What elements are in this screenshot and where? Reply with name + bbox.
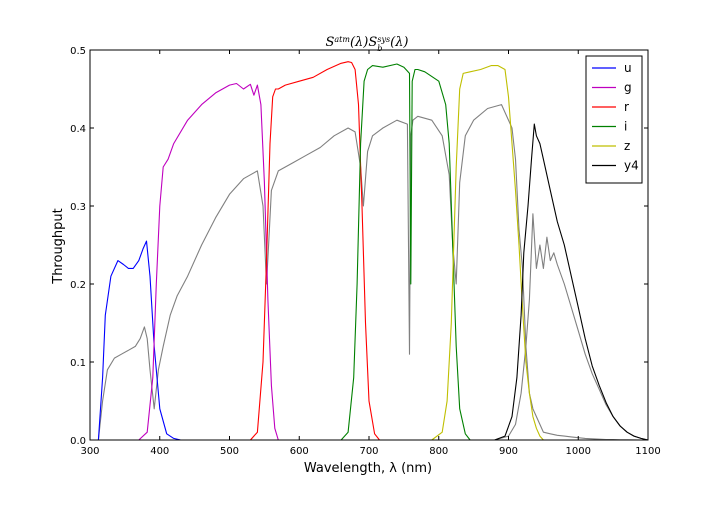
x-tick-label: 600 [290, 446, 309, 457]
series-g-line [138, 82, 279, 441]
series-layer [90, 61, 649, 441]
legend-box [585, 55, 643, 184]
series-u-line [90, 240, 181, 441]
legend-label-z: z [624, 139, 630, 153]
y-tick-label: 0.0 [70, 436, 86, 447]
x-tick-label: 700 [359, 446, 378, 457]
y-tick-label: 0.4 [70, 124, 86, 135]
title-sup2: sys [377, 35, 390, 44]
series-y4-line [494, 123, 649, 441]
chart-title: Satm(λ)Sbsys(λ) [325, 35, 408, 53]
x-tick-label: 800 [429, 446, 448, 457]
x-tick-label: 900 [499, 446, 518, 457]
series-i-line [340, 63, 471, 441]
y-tick-label: 0.3 [70, 202, 86, 213]
series-z-line [431, 65, 544, 441]
title-mid: (λ)S [350, 35, 377, 50]
x-tick-label: 1100 [635, 446, 660, 457]
ticks-layer: 300 400 500 600 700 800 900 1000 1100 0.0 0.1 0.2 0.… [70, 46, 661, 457]
x-tick-label: 500 [220, 446, 239, 457]
title-base: S [325, 35, 334, 50]
x-tick-label: 1000 [566, 446, 591, 457]
y-tick-label: 0.2 [70, 280, 86, 291]
series-atmosphere-line-7 [494, 213, 649, 441]
x-tick-label: 400 [150, 446, 169, 457]
legend-label-g: g [624, 81, 632, 95]
legend-label-i: i [624, 120, 627, 134]
series-r-line [249, 61, 380, 441]
title-sup: atm [334, 35, 350, 44]
legend-label-y4: y4 [624, 159, 639, 173]
legend-label-r: r [624, 100, 629, 114]
series-atmosphere-line-6 [90, 104, 648, 441]
y-axis-label: Throughput [51, 208, 66, 285]
y-tick-label: 0.5 [70, 46, 86, 57]
title-end: (λ) [390, 35, 408, 50]
y-tick-label: 0.1 [70, 358, 86, 369]
legend-label-u: u [624, 61, 632, 75]
title-sub: b [377, 44, 382, 53]
x-axis-label: Wavelength, λ (nm) [304, 461, 432, 476]
x-tick-label: 300 [80, 446, 99, 457]
